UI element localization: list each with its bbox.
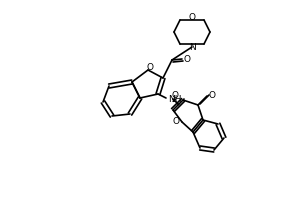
Text: O: O	[146, 62, 154, 72]
Text: NH: NH	[168, 95, 182, 104]
Text: O: O	[184, 54, 190, 64]
Text: O: O	[208, 90, 215, 99]
Text: O: O	[188, 12, 196, 21]
Text: N: N	[189, 43, 195, 51]
Text: O: O	[171, 91, 178, 100]
Text: O: O	[172, 116, 179, 126]
